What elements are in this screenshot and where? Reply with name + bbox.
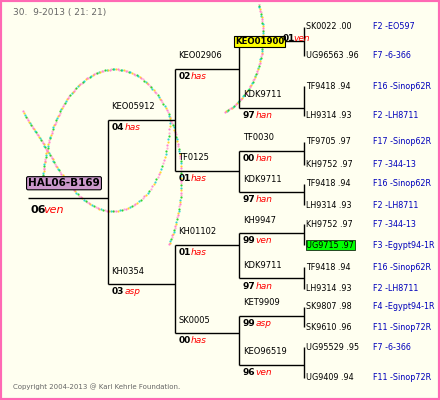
Text: TF9418 .94: TF9418 .94 xyxy=(306,82,351,91)
Text: UG96563 .96: UG96563 .96 xyxy=(306,51,359,60)
Text: KEO02906: KEO02906 xyxy=(178,51,222,60)
Text: F2 -LH8711: F2 -LH8711 xyxy=(373,200,418,210)
Text: TF9705 .97: TF9705 .97 xyxy=(306,138,351,146)
Text: KET9909: KET9909 xyxy=(243,298,279,307)
Text: KH01102: KH01102 xyxy=(178,228,216,236)
Text: has: has xyxy=(191,336,207,346)
Text: KDK9711: KDK9711 xyxy=(243,174,282,184)
Text: F7 -6-366: F7 -6-366 xyxy=(373,51,411,60)
Text: UG9715 .97: UG9715 .97 xyxy=(306,240,354,250)
Text: 02: 02 xyxy=(178,72,191,81)
Text: han: han xyxy=(256,195,273,204)
Text: Copyright 2004-2013 @ Karl Kehrle Foundation.: Copyright 2004-2013 @ Karl Kehrle Founda… xyxy=(13,383,180,390)
Text: SK0005: SK0005 xyxy=(178,316,210,325)
Text: asp: asp xyxy=(124,288,140,296)
Text: KEO05912: KEO05912 xyxy=(111,102,155,111)
Text: has: has xyxy=(191,248,207,257)
Text: KEO01900: KEO01900 xyxy=(235,37,284,46)
Text: 01: 01 xyxy=(178,248,191,257)
Text: 96: 96 xyxy=(243,368,256,377)
Text: F4 -Egypt94-1R: F4 -Egypt94-1R xyxy=(373,302,435,311)
Text: F2 -LH8711: F2 -LH8711 xyxy=(373,111,418,120)
Text: F7 -344-13: F7 -344-13 xyxy=(373,220,416,229)
Text: 06: 06 xyxy=(30,205,46,215)
Text: ven: ven xyxy=(293,34,310,43)
Text: F16 -Sinop62R: F16 -Sinop62R xyxy=(373,82,431,91)
Text: 97: 97 xyxy=(243,282,256,290)
Text: han: han xyxy=(256,154,273,163)
Text: 03: 03 xyxy=(111,288,124,296)
Text: 00: 00 xyxy=(243,154,255,163)
Text: KH9947: KH9947 xyxy=(243,216,276,225)
Text: han: han xyxy=(256,111,273,120)
Text: SK9610 .96: SK9610 .96 xyxy=(306,323,352,332)
Text: F7 -6-366: F7 -6-366 xyxy=(373,342,411,352)
Text: ven: ven xyxy=(256,368,272,377)
Text: UG9409 .94: UG9409 .94 xyxy=(306,373,354,382)
Text: F2 -EO597: F2 -EO597 xyxy=(373,22,415,31)
Text: LH9314 .93: LH9314 .93 xyxy=(306,111,352,120)
Text: F17 -Sinop62R: F17 -Sinop62R xyxy=(373,138,431,146)
Text: KH0354: KH0354 xyxy=(111,267,144,276)
Text: 30.  9-2013 ( 21: 21): 30. 9-2013 ( 21: 21) xyxy=(13,8,106,17)
Text: TF9418 .94: TF9418 .94 xyxy=(306,179,351,188)
Text: UG95529 .95: UG95529 .95 xyxy=(306,342,359,352)
Text: TF9418 .94: TF9418 .94 xyxy=(306,263,351,272)
Text: 97: 97 xyxy=(243,195,256,204)
Text: TF0125: TF0125 xyxy=(178,153,209,162)
Text: KH9752 .97: KH9752 .97 xyxy=(306,220,353,229)
Text: ven: ven xyxy=(256,236,272,246)
Text: 00: 00 xyxy=(178,336,191,346)
Text: 97: 97 xyxy=(243,111,256,120)
Text: has: has xyxy=(191,174,207,183)
Text: ven: ven xyxy=(43,205,64,215)
Text: KEO96519: KEO96519 xyxy=(243,347,286,356)
Text: 04: 04 xyxy=(111,123,124,132)
Text: asp: asp xyxy=(256,319,272,328)
Text: 99: 99 xyxy=(243,236,256,246)
Text: KDK9711: KDK9711 xyxy=(243,261,282,270)
Text: KH9752 .97: KH9752 .97 xyxy=(306,160,353,169)
Text: F3 -Egypt94-1R: F3 -Egypt94-1R xyxy=(373,240,435,250)
Text: SK9807 .98: SK9807 .98 xyxy=(306,302,352,311)
Text: LH9314 .93: LH9314 .93 xyxy=(306,284,352,293)
Text: F11 -Sinop72R: F11 -Sinop72R xyxy=(373,323,431,332)
Text: SK0022 .00: SK0022 .00 xyxy=(306,22,352,31)
Text: F7 -344-13: F7 -344-13 xyxy=(373,160,416,169)
Text: F11 -Sinop72R: F11 -Sinop72R xyxy=(373,373,431,382)
Text: F16 -Sinop62R: F16 -Sinop62R xyxy=(373,179,431,188)
Text: F16 -Sinop62R: F16 -Sinop62R xyxy=(373,263,431,272)
Text: has: has xyxy=(191,72,207,81)
Text: TF0030: TF0030 xyxy=(243,133,274,142)
Text: han: han xyxy=(256,282,273,290)
Text: KDK9711: KDK9711 xyxy=(243,90,282,99)
Text: HAL06-B169: HAL06-B169 xyxy=(28,178,100,188)
Text: 99: 99 xyxy=(243,319,256,328)
Text: F2 -LH8711: F2 -LH8711 xyxy=(373,284,418,293)
Text: LH9314 .93: LH9314 .93 xyxy=(306,200,352,210)
Text: 01: 01 xyxy=(282,34,295,43)
Text: 01: 01 xyxy=(178,174,191,183)
Text: has: has xyxy=(124,123,140,132)
